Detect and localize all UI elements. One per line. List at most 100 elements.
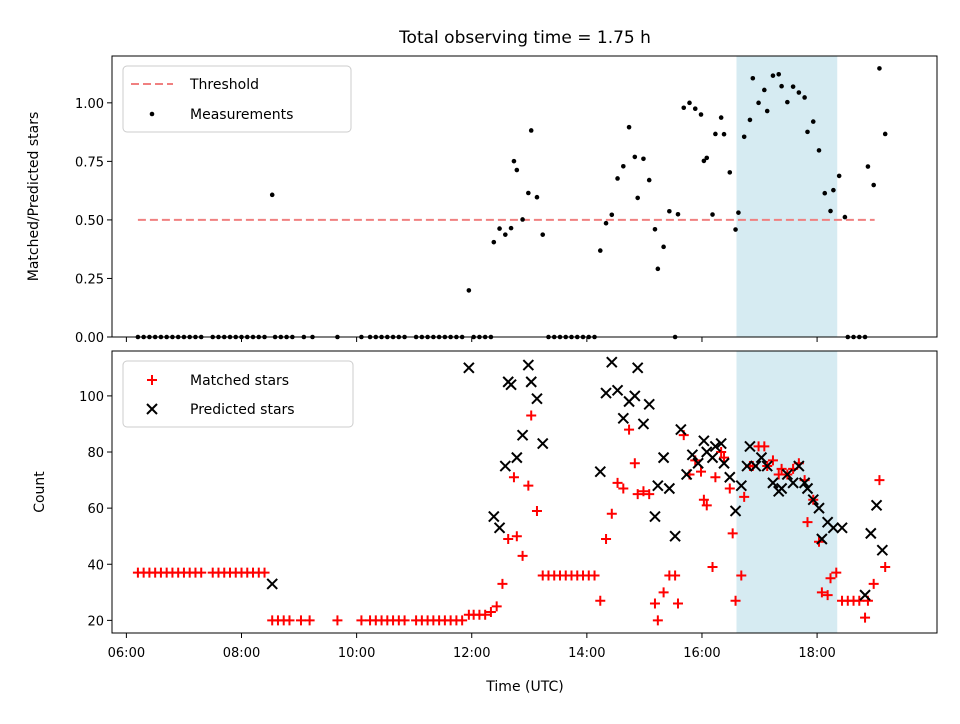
measurement-point [675,211,681,217]
matched-point [480,609,491,620]
measurement-point [710,212,715,217]
predicted-point [657,451,670,464]
measurement-point [741,134,747,140]
matched-point [739,491,750,502]
bottom-y-ticks: 20 40 60 80 100 [79,390,112,629]
measurement-point [508,225,514,231]
matched-point [624,424,635,435]
legend-predicted-label: Predicted stars [190,402,295,418]
measurement-point [805,129,810,135]
x-tick-label: 16:00 [683,646,720,661]
measurement-point [810,119,816,124]
measurement-point [534,194,540,200]
measurement-point [632,154,638,160]
measurement-point [269,192,275,198]
predicted-point [606,356,618,368]
predicted-point [511,451,523,464]
top-frame [111,55,938,338]
matched-point [880,562,891,573]
x-axis: 06:00 08:00 10:00 12:00 14:00 16:00 18:00 [108,337,836,661]
measurement-point [877,66,882,71]
matched-point [457,615,468,626]
predicted-point [807,494,819,506]
predicted-point [706,451,719,464]
matched-point [612,477,623,488]
measurement-point [626,124,632,130]
matched-point [606,508,617,519]
matched-point [874,475,885,486]
y-tick-label: 60 [87,502,104,517]
matched-point [652,615,663,626]
matched-point [485,606,496,617]
matched-point [632,489,643,500]
matched-point [672,598,683,609]
measurement-point [646,177,652,183]
matched-point [259,567,270,578]
matched-point [649,598,660,609]
measurement-point [871,182,876,188]
predicted-point [816,533,828,545]
matched-point [196,567,207,578]
measurement-point [831,187,836,193]
predicted-point [600,387,612,399]
measurement-point [466,288,472,293]
matched-point [629,458,640,469]
predicted-point [715,437,727,450]
top-legend: Threshold Measurements [122,65,352,133]
matched-point [716,447,727,458]
measurement-point [776,71,782,77]
matched-point [589,570,600,581]
measurement-point [520,217,525,222]
predicted-point [629,390,641,402]
predicted-point [870,499,883,512]
predicted-point [741,460,753,472]
matched-point [497,578,508,589]
matched-point [710,472,721,483]
y-tick-label: 80 [87,446,104,461]
predicted-point [537,437,549,450]
measurement-point [721,131,727,137]
predicted-point [709,440,722,453]
predicted-point [735,479,748,492]
bottom-legend: Matched stars Predicted stars [122,360,354,428]
measurement-point [609,212,615,218]
predicted-point [744,440,756,453]
predicted-point [594,465,606,478]
matched-point [816,587,827,598]
predicted-point [775,482,788,495]
matched-point [601,534,612,544]
matched-point [831,567,842,578]
measurement-point [511,158,517,164]
matched-point [356,615,367,626]
predicted-point [522,359,535,371]
matched-point [825,573,836,584]
x-tick-label: 08:00 [223,646,260,661]
predicted-point [724,471,736,483]
matched-point [822,590,833,601]
top-y-ticks: 0.00 0.25 0.50 0.75 1.00 [75,97,112,346]
predicted-point [516,429,529,441]
bottom-panel: 20 40 60 80 100 Count Matched stars Predicte… [32,350,938,634]
matched-point [736,570,747,581]
legend-matched-label: Matched stars [190,373,289,389]
predicted-point [692,457,704,469]
matched-point [284,615,295,626]
matched-point [304,615,315,626]
matched-point [595,595,606,606]
measurement-point [750,75,756,81]
predicted-point [761,460,773,472]
predicted-point [793,460,805,472]
legend-threshold-label: Threshold [189,77,259,93]
measurement-point [733,227,738,232]
predicted-point [836,522,848,534]
predicted-point [718,457,730,469]
y-tick-label: 0.75 [75,155,104,170]
predicted-point [675,423,687,436]
matched-point [727,528,738,539]
measurement-point [718,115,724,120]
measurement-point [621,163,626,169]
predicted-point [493,522,506,534]
y-tick-label: 100 [79,390,104,405]
measurement-point [526,190,531,196]
measurement-point [779,83,784,89]
